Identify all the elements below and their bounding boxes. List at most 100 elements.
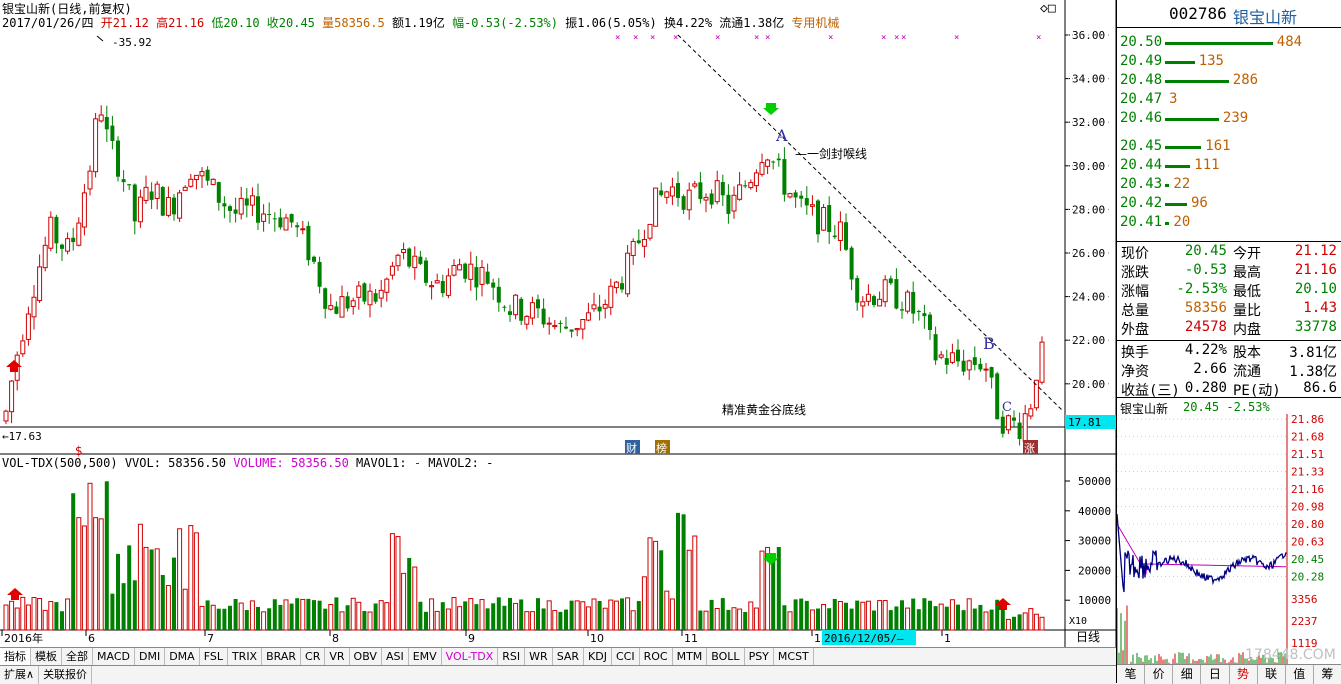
indicator-tab-vol-tdx[interactable]: VOL-TDX (442, 648, 499, 666)
side-tab-2[interactable]: 细 (1173, 665, 1202, 684)
volume-bar (378, 600, 384, 631)
indicator-tab-cr[interactable]: CR (301, 648, 326, 666)
indicator-tab-roc[interactable]: ROC (640, 648, 673, 666)
indicator-tab-指标[interactable]: 指标 (0, 648, 31, 666)
volume-bar (188, 525, 194, 631)
indicator-tab-emv[interactable]: EMV (409, 648, 442, 666)
ohlc-info-line: 2017/01/26/四 开21.12 高21.16 低20.10 收20.45… (2, 14, 839, 31)
side-tab-1[interactable]: 价 (1145, 665, 1174, 684)
side-tab-3[interactable]: 日 (1201, 665, 1230, 684)
indicator-tab-cci[interactable]: CCI (612, 648, 640, 666)
trend-line (677, 34, 1063, 411)
indicator-tab-wr[interactable]: WR (525, 648, 553, 666)
volume-bar (726, 609, 731, 630)
indicator-tab-sar[interactable]: SAR (553, 648, 585, 666)
side-tab-5[interactable]: 联 (1258, 665, 1286, 684)
candle-body (233, 209, 238, 214)
candle-body (205, 169, 210, 181)
ohlc-field-4: 收20.45 (266, 16, 323, 30)
side-tab-bar: 笔价细日势联值筹 (1117, 664, 1341, 684)
candle-body (210, 178, 216, 185)
volume-bar (580, 601, 586, 631)
quote-label2-1: 最高 (1233, 265, 1261, 281)
sell-order-2-bar (1165, 80, 1229, 83)
candle-body (608, 285, 614, 308)
volume-axis-label: 30000 (1078, 535, 1111, 548)
candle-body (799, 195, 804, 199)
indicator-tab-boll[interactable]: BOLL (707, 648, 745, 666)
volume-bar (513, 602, 519, 631)
candle-body (743, 185, 748, 187)
candle-body (827, 205, 832, 233)
indicator-tab-macd[interactable]: MACD (93, 648, 135, 666)
indicator-tab-rsi[interactable]: RSI (498, 648, 526, 666)
candle-body (882, 279, 888, 303)
quote2-value-0: 4.22% (1184, 342, 1227, 358)
candle-body (938, 354, 944, 358)
candle-body (1005, 415, 1011, 431)
indicator-tab-mtm[interactable]: MTM (673, 648, 708, 666)
volume-bar (720, 598, 725, 630)
candle-body (188, 178, 194, 187)
indicator-tab-psy[interactable]: PSY (745, 648, 774, 666)
indicator-tab-dmi[interactable]: DMI (135, 648, 166, 666)
candle-body (412, 255, 418, 269)
side-tab-7[interactable]: 筹 (1314, 665, 1341, 684)
candle-body (110, 125, 115, 141)
volume-axis-label: 10000 (1078, 594, 1111, 607)
volume-bar (949, 599, 955, 631)
indicator-tab-asi[interactable]: ASI (382, 648, 409, 666)
volume-bar (944, 606, 949, 630)
volume-bar (110, 593, 115, 630)
indicator-tab-全部[interactable]: 全部 (62, 648, 93, 666)
window-control-icons[interactable]: ◇□ (1040, 1, 1056, 16)
indicator-tab-trix[interactable]: TRIX (228, 648, 263, 666)
intraday-mini-chart[interactable]: 21.86 21.68 21.51 21.33 21.16 20.98 20.80 20.63… (1117, 414, 1341, 664)
indicator-tab-fsl[interactable]: FSL (200, 648, 228, 666)
candle-body (849, 247, 854, 280)
volume-bar (278, 604, 283, 630)
side-tab-0[interactable]: 笔 (1117, 665, 1146, 684)
indicator-tab-mcst[interactable]: MCST (774, 648, 814, 666)
buy-arrow-icon (6, 360, 22, 372)
candle-body (418, 256, 423, 264)
kline-chart-area[interactable]: 银宝山新(日线,前复权) ◇□ 2017/01/26/四 开21.12 高21.… (0, 0, 1116, 684)
candle-body (928, 314, 932, 331)
candle-body (429, 285, 435, 288)
indicator-tab-brar[interactable]: BRAR (262, 648, 302, 666)
bottom-tab-1[interactable]: 关联报价 (39, 666, 93, 684)
candle-body (698, 182, 703, 200)
ohlc-field-8: 振1.06(5.05%) (565, 16, 664, 30)
indicator-tab-obv[interactable]: OBV (350, 648, 382, 666)
indicator-tab-模板[interactable]: 模板 (31, 648, 62, 666)
ohlc-field-10: 流通1.38亿 (719, 16, 792, 30)
time-axis-label: 1 (944, 632, 951, 645)
volume-bar (731, 607, 737, 631)
side-tab-6[interactable]: 值 (1286, 665, 1314, 684)
volume-bar (541, 608, 546, 630)
candle-body (844, 222, 848, 250)
volume-bar (686, 549, 692, 631)
volume-bar (753, 607, 759, 631)
side-tab-4[interactable]: 势 (1230, 665, 1258, 684)
volume-bar (630, 610, 636, 631)
ohlc-field-1: 开21.12 (100, 16, 157, 30)
time-axis-label: 8 (332, 632, 339, 645)
volume-bar (87, 482, 93, 631)
ohlc-field-11: 专用机械 (791, 16, 840, 30)
indicator-tab-kdj[interactable]: KDJ (584, 648, 612, 666)
candle-body (261, 213, 267, 222)
time-axis-label: 10 (590, 632, 604, 645)
quote-value2-4: 33778 (1294, 319, 1337, 335)
volume-bar (127, 545, 132, 630)
candle-body (659, 190, 664, 196)
chart-canvas[interactable]: 36.0034.0032.0030.0028.0026.0024.0022.00… (0, 0, 1116, 647)
indicator-tab-dma[interactable]: DMA (165, 648, 200, 666)
volume-bar (9, 600, 15, 631)
bottom-tab-0[interactable]: 扩展∧ (0, 666, 40, 684)
candle-body (339, 296, 345, 318)
volume-bar (613, 600, 619, 631)
time-axis-label: 11 (684, 632, 698, 645)
quote-label2-4: 内盘 (1233, 322, 1261, 338)
indicator-tab-vr[interactable]: VR (325, 648, 350, 666)
